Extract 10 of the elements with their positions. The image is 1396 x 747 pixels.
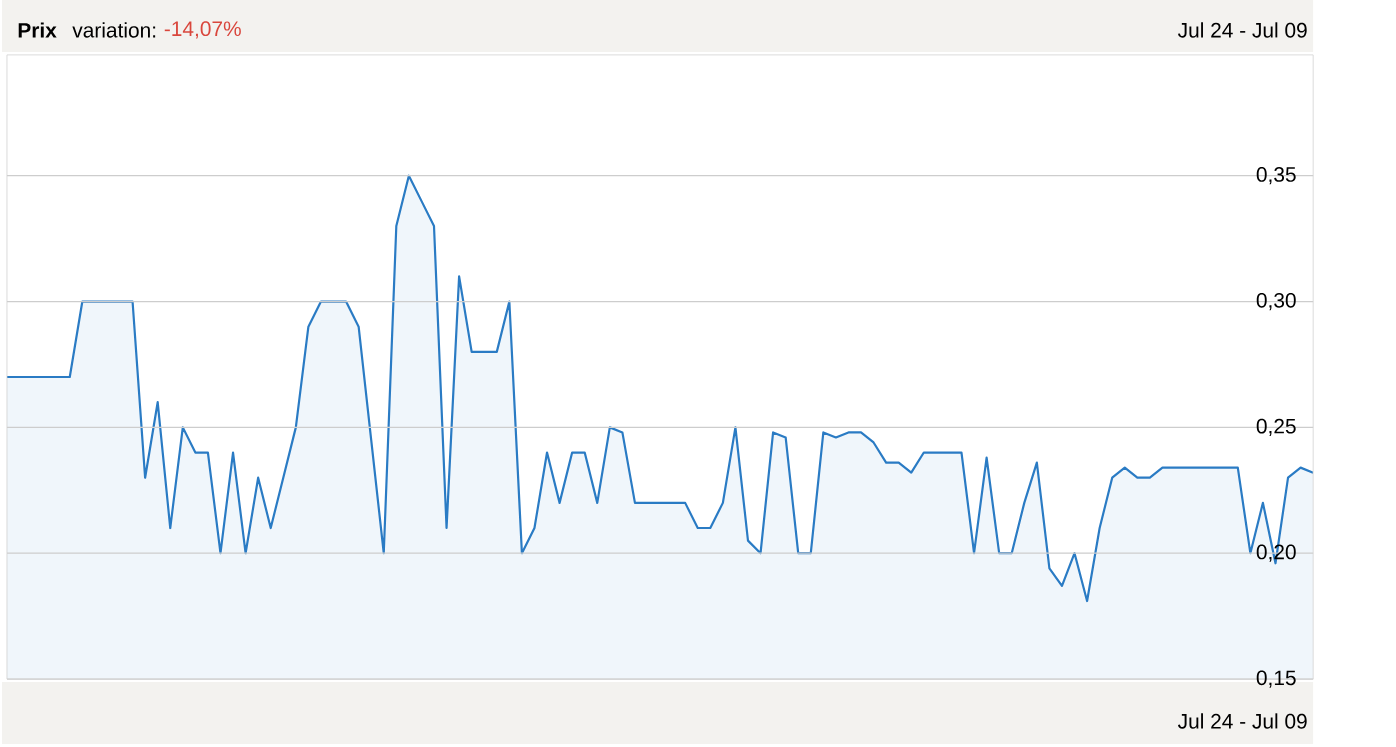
text: Jul 24 - Jul 09 — [1177, 22, 1307, 38]
text: -14,07% — [164, 21, 241, 39]
y-tick-label: 0,15 — [1256, 670, 1296, 688]
text: variation: — [72, 22, 156, 38]
y-tick-label: 0,30 — [1256, 292, 1296, 311]
text: Jul 24 - Jul 09 — [1177, 713, 1307, 729]
y-tick-label: 0,20 — [1256, 544, 1296, 562]
y-tick-label: 0,25 — [1256, 418, 1296, 437]
chart-title: Prix — [18, 22, 57, 38]
y-tick-label: 0,35 — [1256, 167, 1296, 185]
